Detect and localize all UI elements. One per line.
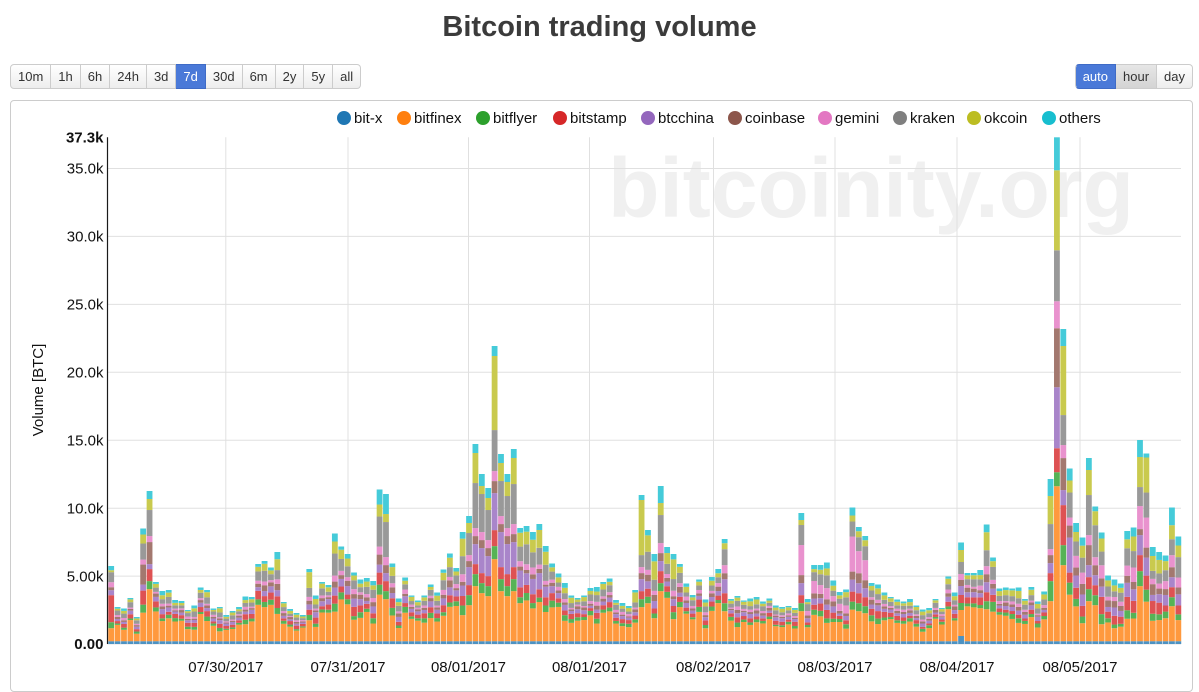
svg-text:07/30/2017: 07/30/2017 bbox=[188, 659, 263, 676]
svg-text:08/01/2017: 08/01/2017 bbox=[552, 659, 627, 676]
svg-text:08/05/2017: 08/05/2017 bbox=[1042, 659, 1117, 676]
svg-text:0.00: 0.00 bbox=[74, 636, 103, 653]
svg-text:bitstamp: bitstamp bbox=[570, 110, 627, 127]
svg-text:15.0k: 15.0k bbox=[67, 432, 104, 449]
svg-text:bitcoinity.org: bitcoinity.org bbox=[608, 141, 1134, 235]
svg-text:others: others bbox=[1059, 110, 1101, 127]
svg-text:08/01/2017: 08/01/2017 bbox=[431, 659, 506, 676]
svg-text:okcoin: okcoin bbox=[984, 110, 1027, 127]
svg-text:35.0k: 35.0k bbox=[67, 161, 104, 178]
svg-text:08/02/2017: 08/02/2017 bbox=[676, 659, 751, 676]
svg-text:08/03/2017: 08/03/2017 bbox=[797, 659, 872, 676]
svg-text:30.0k: 30.0k bbox=[67, 229, 104, 246]
svg-text:bit-x: bit-x bbox=[354, 110, 383, 127]
svg-text:bitfinex: bitfinex bbox=[414, 110, 462, 127]
svg-text:10.0k: 10.0k bbox=[67, 500, 104, 517]
svg-text:btcchina: btcchina bbox=[658, 110, 715, 127]
svg-text:5.00k: 5.00k bbox=[67, 568, 104, 585]
svg-text:08/04/2017: 08/04/2017 bbox=[919, 659, 994, 676]
svg-text:gemini: gemini bbox=[835, 110, 879, 127]
svg-text:20.0k: 20.0k bbox=[67, 365, 104, 382]
svg-text:37.3k: 37.3k bbox=[66, 130, 104, 147]
svg-text:coinbase: coinbase bbox=[745, 110, 805, 127]
svg-text:07/31/2017: 07/31/2017 bbox=[310, 659, 385, 676]
svg-text:25.0k: 25.0k bbox=[67, 297, 104, 314]
svg-text:kraken: kraken bbox=[910, 110, 955, 127]
svg-text:bitflyer: bitflyer bbox=[493, 110, 537, 127]
svg-text:Volume [BTC]: Volume [BTC] bbox=[30, 344, 47, 437]
